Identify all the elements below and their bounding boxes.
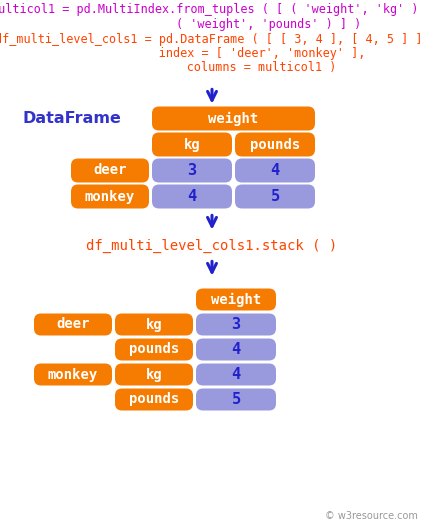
FancyBboxPatch shape xyxy=(34,314,112,336)
Text: monkey: monkey xyxy=(48,367,98,382)
FancyBboxPatch shape xyxy=(152,184,232,209)
FancyBboxPatch shape xyxy=(196,338,276,360)
FancyBboxPatch shape xyxy=(196,388,276,411)
Text: 5: 5 xyxy=(271,189,279,204)
Text: df_multi_level_cols1.stack ( ): df_multi_level_cols1.stack ( ) xyxy=(86,238,338,252)
Text: DataFrame: DataFrame xyxy=(22,111,121,126)
FancyBboxPatch shape xyxy=(71,184,149,209)
Text: monkey: monkey xyxy=(85,190,135,203)
FancyBboxPatch shape xyxy=(115,364,193,385)
Text: pounds: pounds xyxy=(129,343,179,356)
Text: df_multi_level_cols1 = pd.DataFrame ( [ [ 3, 4 ], [ 4, 5 ] ],: df_multi_level_cols1 = pd.DataFrame ( [ … xyxy=(0,33,424,45)
Text: deer: deer xyxy=(93,163,127,178)
Text: weight: weight xyxy=(208,111,259,125)
Text: 4: 4 xyxy=(232,367,240,382)
FancyBboxPatch shape xyxy=(196,314,276,336)
Text: 3: 3 xyxy=(187,163,197,178)
Text: pounds: pounds xyxy=(250,138,300,151)
FancyBboxPatch shape xyxy=(152,106,315,131)
Text: kg: kg xyxy=(145,367,162,382)
FancyBboxPatch shape xyxy=(235,159,315,182)
Text: kg: kg xyxy=(184,138,201,151)
FancyBboxPatch shape xyxy=(115,314,193,336)
Text: deer: deer xyxy=(56,317,90,331)
Text: weight: weight xyxy=(211,292,261,307)
Text: 4: 4 xyxy=(232,342,240,357)
FancyBboxPatch shape xyxy=(34,364,112,385)
FancyBboxPatch shape xyxy=(235,184,315,209)
FancyBboxPatch shape xyxy=(71,159,149,182)
Text: © w3resource.com: © w3resource.com xyxy=(325,511,418,521)
FancyBboxPatch shape xyxy=(115,338,193,360)
Text: 4: 4 xyxy=(187,189,197,204)
Text: pounds: pounds xyxy=(129,393,179,406)
Text: index = [ 'deer', 'monkey' ],: index = [ 'deer', 'monkey' ], xyxy=(59,47,365,60)
FancyBboxPatch shape xyxy=(196,288,276,310)
FancyBboxPatch shape xyxy=(115,388,193,411)
Text: multicol1 = pd.MultiIndex.from_tuples ( [ ( 'weight', 'kg' ) ,: multicol1 = pd.MultiIndex.from_tuples ( … xyxy=(0,4,424,16)
Text: kg: kg xyxy=(145,317,162,331)
FancyBboxPatch shape xyxy=(152,159,232,182)
Text: 4: 4 xyxy=(271,163,279,178)
FancyBboxPatch shape xyxy=(235,132,315,157)
FancyBboxPatch shape xyxy=(152,132,232,157)
Text: 5: 5 xyxy=(232,392,240,407)
FancyBboxPatch shape xyxy=(196,364,276,385)
Text: ( 'weight', 'pounds' ) ] ): ( 'weight', 'pounds' ) ] ) xyxy=(62,18,362,31)
Text: 3: 3 xyxy=(232,317,240,332)
Text: columns = multicol1 ): columns = multicol1 ) xyxy=(87,62,337,74)
